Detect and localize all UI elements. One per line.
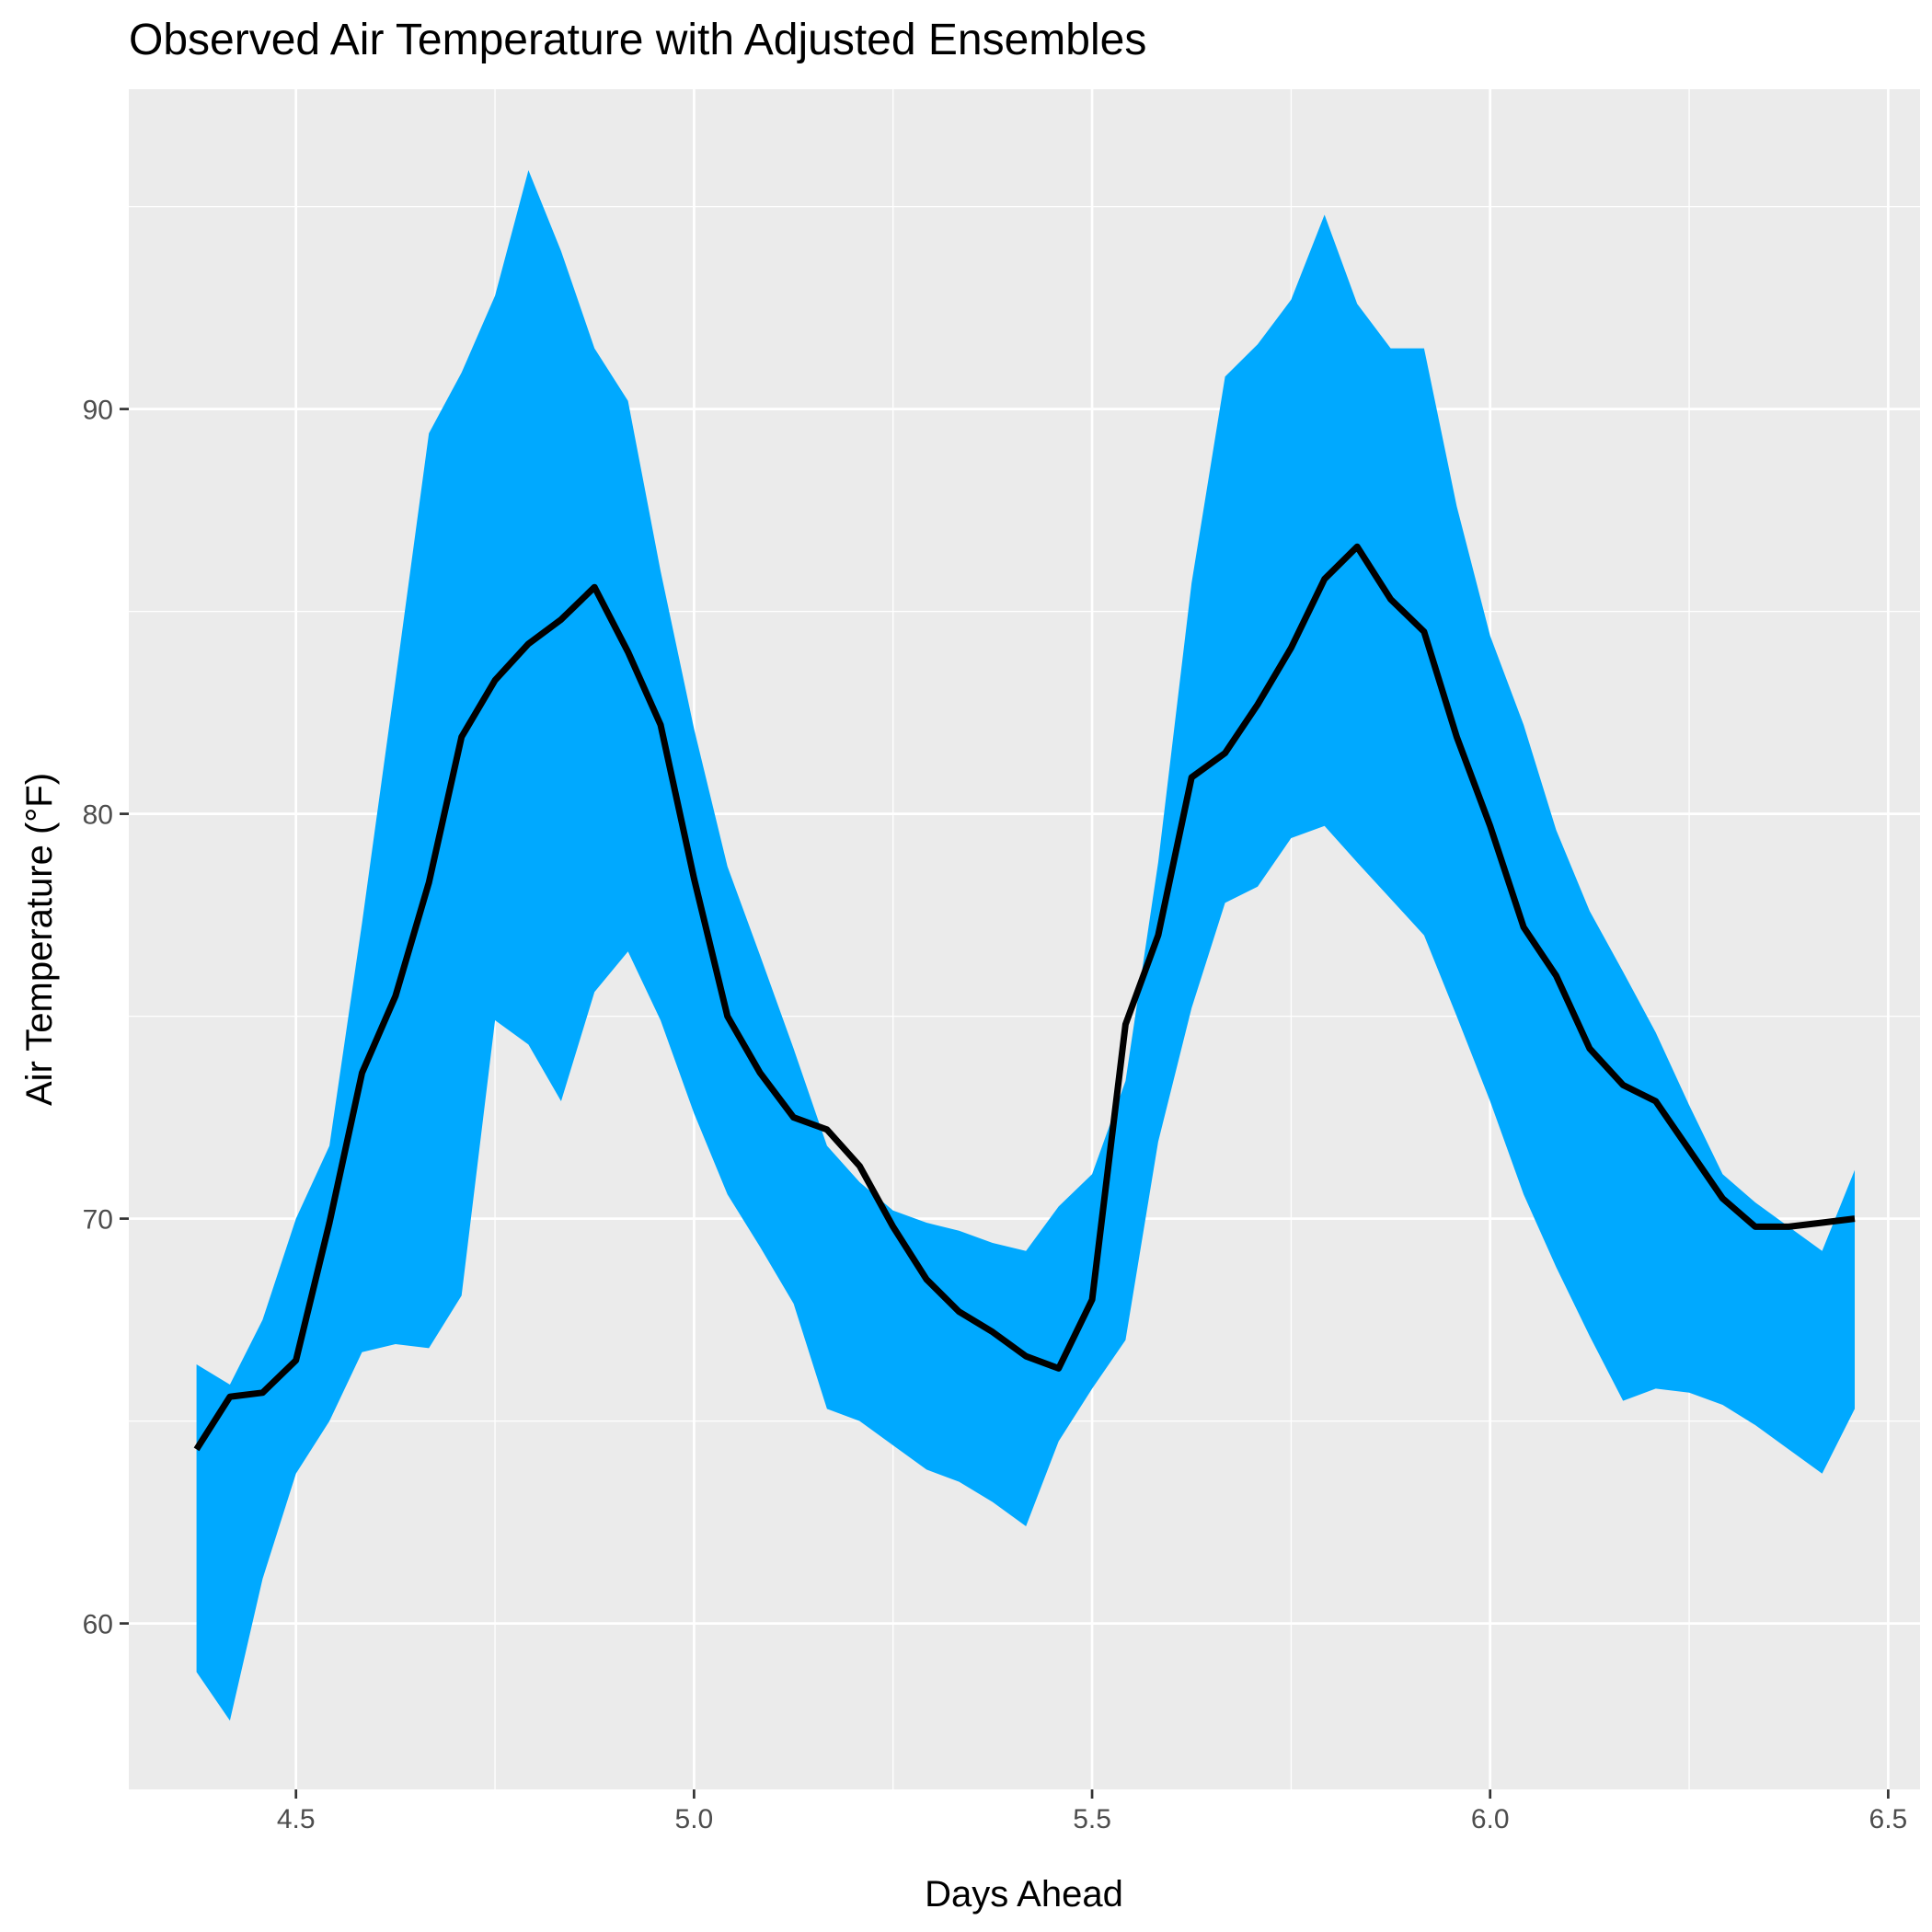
y-axis-title: Air Temperature (°F): [19, 773, 60, 1106]
x-axis: 4.5 5.0 5.5 6.0 6.5: [277, 1789, 1907, 1834]
y-tick-label: 60: [83, 1610, 113, 1640]
y-tick-label: 70: [83, 1205, 113, 1236]
x-tick-label: 6.5: [1869, 1804, 1908, 1834]
x-tick-label: 6.0: [1471, 1804, 1510, 1834]
y-tick-label: 80: [83, 800, 113, 831]
ensemble-range-band: [196, 170, 1856, 1721]
x-tick-label: 5.0: [675, 1804, 714, 1834]
y-axis: 60 70 80 90: [83, 396, 129, 1640]
chart-title: Observed Air Temperature with Adjusted E…: [129, 16, 1146, 64]
observed-line: [193, 543, 1856, 1452]
x-axis-title: Days Ahead: [925, 1874, 1123, 1915]
y-tick-label: 90: [83, 396, 113, 426]
x-tick-label: 4.5: [277, 1804, 316, 1834]
x-tick-label: 5.5: [1073, 1804, 1111, 1834]
